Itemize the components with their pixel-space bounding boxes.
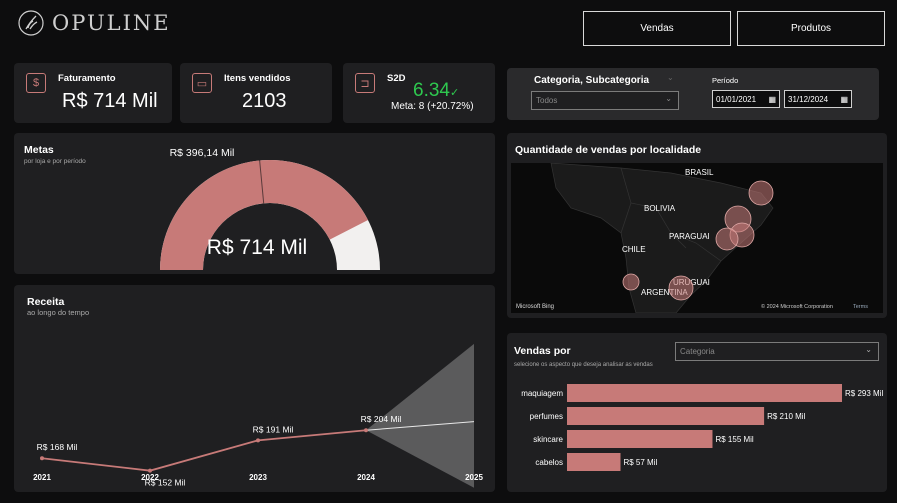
- receita-x-tick: 2024: [357, 473, 375, 482]
- map-bubble[interactable]: [748, 180, 774, 206]
- calendar-icon[interactable]: ▦: [768, 94, 776, 104]
- map-view[interactable]: BRASIL BOLIVIA PARAGUAI CHILE URUGUAI AR…: [511, 163, 883, 313]
- receita-point[interactable]: [256, 438, 260, 443]
- receita-x-tick: 2023: [249, 473, 267, 482]
- receita-x-tick: 2021: [33, 473, 51, 482]
- calendar-icon[interactable]: ▦: [840, 94, 848, 104]
- date-end-value: 31/12/2024: [788, 94, 829, 104]
- receita-subtitle: ao longo do tempo: [27, 308, 90, 317]
- metas-title: Metas: [24, 144, 54, 156]
- gauge-target-label: R$ 396,14 Mil: [170, 147, 235, 159]
- itens-vendidos-value: 2103: [242, 90, 287, 112]
- map-attribution-ms: © 2024 Microsoft Corporation: [761, 303, 833, 310]
- vendas-por-title: Vendas por: [514, 345, 571, 357]
- metas-subtitle: por loja e por período: [24, 158, 86, 165]
- s2d-value: 6.34✓: [413, 80, 459, 102]
- check-icon: ✓: [449, 87, 460, 99]
- date-start-value: 01/01/2021: [716, 94, 757, 104]
- forecast-band: [366, 343, 474, 488]
- map-bubble[interactable]: [668, 275, 694, 301]
- faturamento-card: $ Faturamento R$ 714 Mil: [14, 63, 172, 123]
- receita-data-label: R$ 152 Mil: [145, 478, 186, 488]
- receita-point[interactable]: [364, 428, 368, 433]
- wheat-leaf-icon: [18, 10, 44, 36]
- bar-category-label: skincare: [533, 435, 563, 444]
- gauge-fill-arc: [160, 160, 369, 270]
- map-label-argentina: ARGENTINA: [641, 288, 688, 297]
- receita-data-label: R$ 204 Mil: [361, 414, 402, 424]
- vendas-por-subtitle: selecione os aspecto que deseja analisar…: [514, 362, 653, 368]
- s2d-card: ⊐ S2D 6.34✓ Meta: 8 (+20.72%): [343, 63, 495, 123]
- map-card: Quantidade de vendas por localidade BRAS…: [507, 133, 887, 318]
- receita-data-label: R$ 168 Mil: [37, 442, 78, 452]
- date-start-input[interactable]: 01/01/2021 ▦: [712, 90, 780, 108]
- receita-series-line: [41, 429, 367, 472]
- forecast-line: [365, 421, 475, 431]
- vendas-por-bar-chart: maquiagem R$ 293 Mil perfumes R$ 210 Mil ski…: [521, 384, 883, 471]
- vendas-nav-button[interactable]: Vendas: [583, 11, 731, 46]
- itens-vendidos-title: Itens vendidos: [224, 73, 291, 84]
- chevron-down-icon: ⌄: [665, 94, 672, 103]
- vendas-bar[interactable]: [567, 407, 765, 425]
- gauge-value: R$ 714 Mil: [207, 236, 307, 259]
- brand-logo: OPULINE: [18, 10, 171, 36]
- category-select-value: Todos: [536, 96, 558, 105]
- filters-card: Categoria, Subcategoria ⌄ Todos ⌄ Períod…: [507, 68, 879, 120]
- chevron-down-icon: ⌄: [667, 73, 674, 82]
- s2d-meta: Meta: 8 (+20.72%): [391, 101, 474, 112]
- bar-value-label: R$ 293 Mil: [845, 389, 883, 398]
- receita-title: Receita: [27, 296, 65, 308]
- period-label: Período: [712, 76, 739, 85]
- vendas-bar[interactable]: [567, 453, 621, 471]
- bar-category-label: maquiagem: [521, 389, 563, 398]
- chevron-down-icon: ⌄: [865, 345, 872, 354]
- map-label-chile: CHILE: [622, 245, 646, 254]
- map-attribution-bing: Microsoft Bing: [516, 304, 554, 310]
- category-filter-label: Categoria, Subcategoria: [534, 75, 650, 86]
- vendas-bar[interactable]: [567, 384, 842, 402]
- vendas-por-dropdown-value: Categoria: [680, 347, 715, 356]
- bar-value-label: R$ 57 Mil: [623, 458, 657, 467]
- map-label-bolivia: BOLIVIA: [644, 204, 676, 213]
- vendas-por-dropdown[interactable]: Categoria ⌄: [675, 342, 879, 361]
- map-bubble[interactable]: [715, 227, 739, 251]
- receita-point[interactable]: [40, 456, 44, 461]
- vendas-bar[interactable]: [567, 430, 713, 448]
- produtos-nav-button[interactable]: Produtos: [737, 11, 885, 46]
- receita-point[interactable]: [148, 468, 152, 473]
- bar-category-label: cabelos: [535, 458, 563, 467]
- gauge-target-marker: [259, 160, 265, 204]
- map-label-brasil: BRASIL: [685, 168, 714, 177]
- receita-x-tick: 2022: [141, 473, 159, 482]
- receita-x-tick: 2025: [465, 473, 483, 482]
- s2d-title: S2D: [387, 73, 406, 84]
- map-bubble[interactable]: [622, 273, 640, 291]
- category-select[interactable]: Todos ⌄: [531, 91, 679, 110]
- faturamento-value: R$ 714 Mil: [62, 90, 158, 112]
- vendas-por-card: Vendas por selecione os aspecto que dese…: [507, 333, 887, 492]
- receita-card: Receita ao longo do tempo R$ 168 Mil R$ 1…: [14, 285, 495, 492]
- cart-icon: ▭: [192, 73, 212, 93]
- dolly-icon: ⊐: [355, 73, 375, 93]
- metas-gauge: R$ 396,14 Mil R$ 714 Mil: [160, 147, 380, 270]
- faturamento-title: Faturamento: [58, 73, 116, 84]
- map-title: Quantidade de vendas por localidade: [515, 144, 702, 156]
- bar-category-label: perfumes: [530, 412, 563, 421]
- money-icon: $: [26, 73, 46, 93]
- bar-value-label: R$ 155 Mil: [715, 435, 753, 444]
- receita-line-chart: R$ 168 Mil R$ 152 Mil R$ 191 Mil R$ 204 Mil…: [33, 343, 483, 488]
- s2d-number: 6.34: [413, 80, 450, 101]
- map-terms-link[interactable]: Terms: [853, 304, 868, 310]
- metas-card: Metas por loja e por período R$ 396,14 M…: [14, 133, 495, 274]
- map-label-paraguai: PARAGUAI: [669, 232, 710, 241]
- itens-vendidos-card: ▭ Itens vendidos 2103: [180, 63, 332, 123]
- receita-data-label: R$ 191 Mil: [253, 424, 294, 434]
- bar-value-label: R$ 210 Mil: [767, 412, 805, 421]
- brand-name: OPULINE: [52, 11, 171, 35]
- date-end-input[interactable]: 31/12/2024 ▦: [784, 90, 852, 108]
